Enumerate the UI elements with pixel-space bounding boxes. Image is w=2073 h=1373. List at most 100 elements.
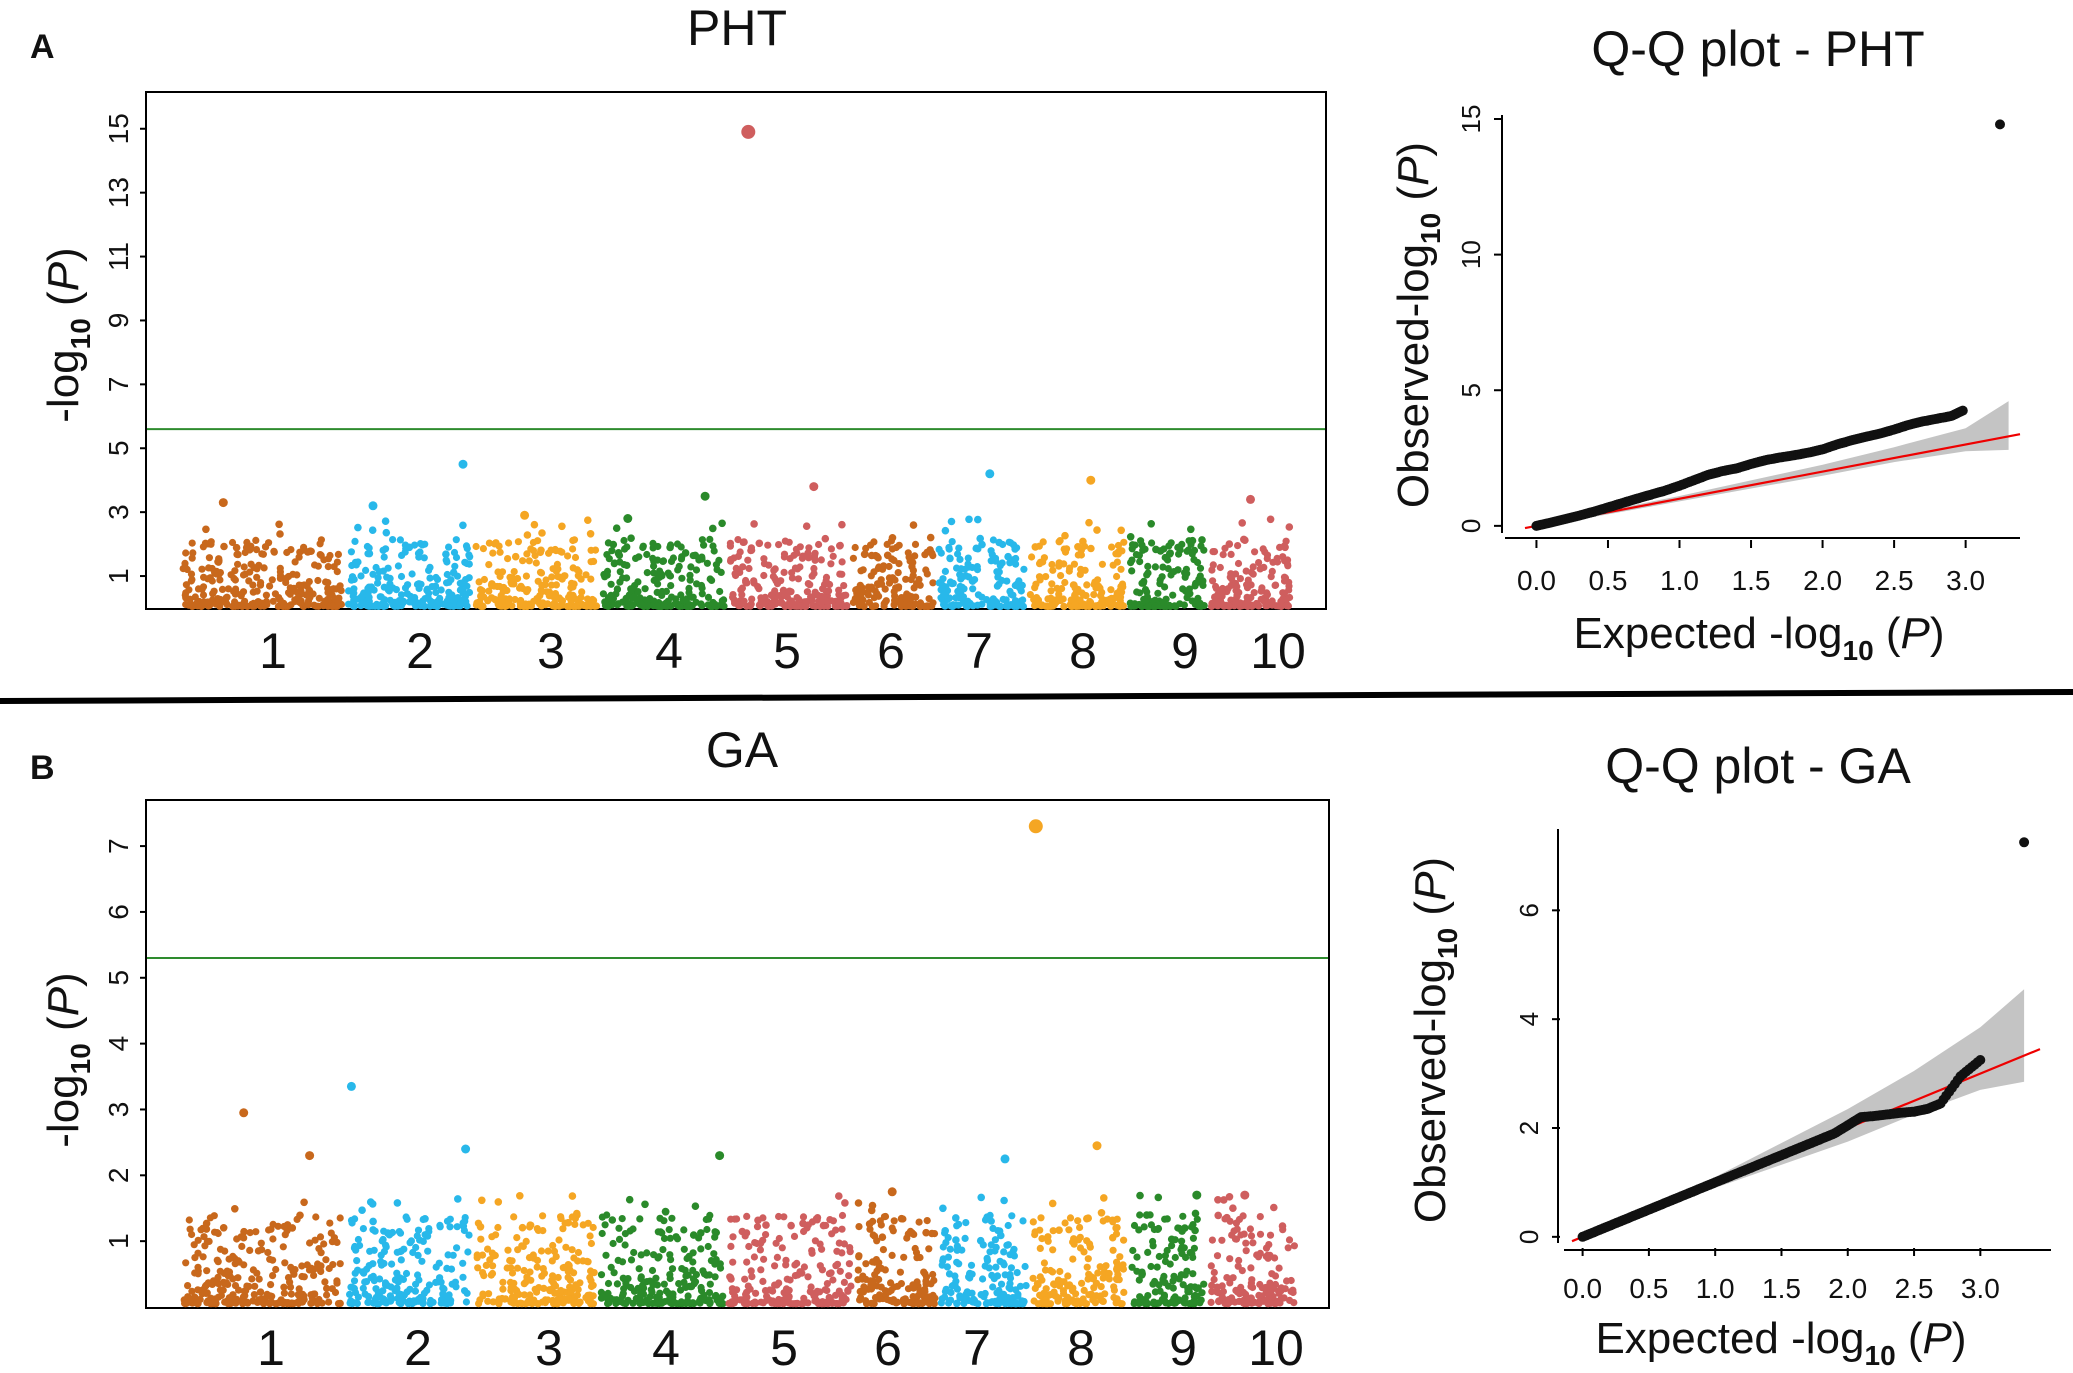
snp-point [1084, 1255, 1092, 1263]
snp-point [1255, 559, 1263, 567]
snp-point [692, 566, 701, 574]
snp-point [485, 561, 493, 569]
snp-point [811, 556, 819, 564]
snp-point [1004, 1241, 1012, 1249]
snp-point [888, 545, 897, 553]
snp-point [305, 1266, 314, 1274]
snp-point [741, 1299, 750, 1307]
snp-point [1256, 565, 1264, 573]
snp-point [383, 573, 391, 581]
snp-point [554, 1273, 562, 1282]
snp-point [334, 1300, 343, 1308]
snp-point [961, 1234, 969, 1242]
snp-point [1196, 601, 1204, 609]
snp-point [648, 1288, 656, 1296]
x-tick-label-chr-3: 3 [535, 1320, 563, 1373]
snp-point [496, 1297, 504, 1305]
snp-point [286, 584, 294, 592]
snp-point [520, 1280, 528, 1288]
snp-point [939, 1255, 947, 1263]
snp-point [1209, 577, 1217, 585]
snp-point [533, 1225, 541, 1233]
significant-snp-point [1028, 819, 1043, 834]
snp-point [760, 1255, 768, 1263]
snp-point [1223, 1274, 1231, 1282]
snp-point [610, 1269, 618, 1277]
snp-point [1179, 585, 1187, 593]
snp-point [1083, 1263, 1091, 1271]
snp-point [794, 575, 803, 583]
snp-point [854, 1266, 862, 1274]
snp-point [569, 545, 577, 553]
snp-point [1278, 1222, 1287, 1230]
snp-point [915, 1218, 923, 1226]
snp-point [203, 1299, 211, 1307]
peak-snp-point [887, 1187, 897, 1197]
snp-point [237, 590, 245, 599]
snp-point [1164, 1282, 1173, 1290]
snp-point [359, 1225, 367, 1233]
snp-point [1213, 1288, 1221, 1296]
snp-point [496, 572, 504, 581]
snp-point [1136, 589, 1144, 597]
snp-point [1126, 533, 1135, 541]
snp-point [743, 1258, 751, 1266]
snp-point [1055, 559, 1063, 567]
snp-point [635, 1265, 643, 1273]
snp-point [613, 585, 622, 594]
peak-snp-point [1240, 1190, 1250, 1200]
chart-title: PHT [687, 0, 787, 56]
plot-frame [145, 91, 1327, 610]
snp-point [1008, 1212, 1016, 1220]
snp-point [354, 1235, 362, 1244]
snp-point [779, 1300, 787, 1308]
snp-point [929, 1270, 937, 1279]
snp-point [716, 1264, 725, 1272]
snp-point [867, 551, 876, 560]
snp-point [538, 581, 546, 590]
snp-point [1020, 565, 1028, 573]
snp-point [626, 1227, 634, 1235]
snp-point [958, 1246, 966, 1254]
snp-point [963, 598, 972, 606]
y-axis-label-p: P [1406, 871, 1455, 901]
snp-point [475, 1300, 483, 1308]
snp-point [566, 602, 574, 611]
snp-point [620, 561, 628, 569]
snp-point [660, 1234, 669, 1243]
snp-point [788, 569, 796, 577]
snp-point [425, 1225, 433, 1233]
snp-point [1048, 560, 1056, 569]
chart-title: Q-Q plot - GA [1605, 738, 1911, 794]
snp-point [962, 1219, 970, 1227]
snp-point [941, 1227, 949, 1235]
snp-point [969, 585, 977, 593]
snp-point [731, 599, 739, 607]
snp-point [941, 526, 950, 535]
snp-point [287, 1290, 295, 1298]
snp-point [1072, 1290, 1080, 1298]
snp-point [1255, 1300, 1263, 1308]
snp-point [272, 1265, 280, 1274]
x-tick-label: 1.0 [1696, 1273, 1735, 1304]
snp-point [585, 1294, 594, 1302]
snp-point [291, 558, 299, 566]
snp-point [835, 1300, 843, 1308]
snp-point [1218, 1282, 1226, 1290]
snp-point [210, 587, 218, 595]
snp-point [856, 1296, 864, 1304]
snp-point [415, 553, 423, 561]
snp-point [582, 571, 590, 579]
snp-point [866, 541, 875, 549]
snp-point [806, 1288, 814, 1296]
snp-point [1092, 602, 1100, 610]
snp-point [528, 1300, 536, 1308]
snp-point [1047, 587, 1055, 595]
snp-point [1208, 1236, 1216, 1244]
snp-point [788, 574, 797, 582]
snp-point [1094, 1269, 1102, 1277]
snp-point [689, 1299, 697, 1307]
snp-point [913, 580, 921, 588]
snp-point [539, 1212, 547, 1220]
snp-point [762, 1231, 770, 1239]
